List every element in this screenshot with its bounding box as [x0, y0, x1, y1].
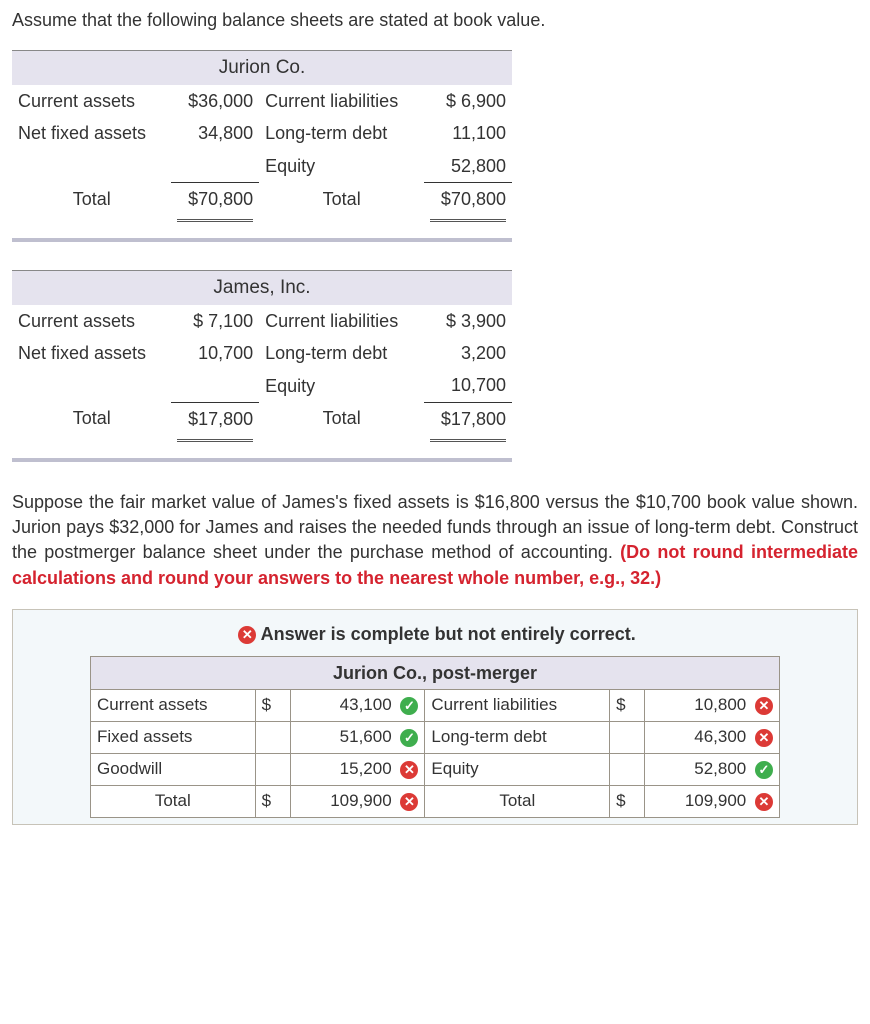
check-icon: ✓ — [755, 761, 773, 779]
row-label: Long-term debt — [259, 337, 424, 369]
currency-symbol: $ — [255, 786, 290, 818]
row-label: Current assets — [12, 85, 171, 117]
row-value: 11,100 — [424, 117, 512, 149]
section-divider — [12, 458, 512, 462]
row-label: Current assets — [12, 305, 171, 337]
balance-sheet-james: James, Inc. Current assets $ 7,100 Curre… — [12, 270, 512, 450]
cross-icon: ✕ — [400, 761, 418, 779]
answer-row-label: Current assets — [91, 690, 256, 722]
currency-symbol — [610, 722, 645, 754]
feedback-text: Answer is complete but not entirely corr… — [261, 624, 636, 644]
row-value: $ 3,900 — [424, 305, 512, 337]
cross-icon: ✕ — [755, 793, 773, 811]
total-value: $70,800 — [171, 182, 259, 215]
answer-row-label: Goodwill — [91, 754, 256, 786]
currency-symbol — [255, 722, 290, 754]
total-label: Total — [12, 402, 171, 435]
answer-row-label: Current liabilities — [425, 690, 610, 722]
check-icon: ✓ — [400, 729, 418, 747]
answer-table: Jurion Co., post-merger Current assets$4… — [90, 656, 780, 818]
total-label: Total — [12, 182, 171, 215]
currency-symbol: $ — [255, 690, 290, 722]
row-value: $36,000 — [171, 85, 259, 117]
currency-symbol: $ — [610, 690, 645, 722]
balance-sheet-jurion: Jurion Co. Current assets $36,000 Curren… — [12, 50, 512, 230]
row-label: Net fixed assets — [12, 117, 171, 149]
row-value: $ 7,100 — [171, 305, 259, 337]
currency-symbol: $ — [610, 786, 645, 818]
row-label: Net fixed assets — [12, 337, 171, 369]
answer-value[interactable]: 51,600 ✓ — [290, 722, 425, 754]
answer-value[interactable]: 109,900 ✕ — [645, 786, 780, 818]
answer-value[interactable]: 10,800 ✕ — [645, 690, 780, 722]
table-title: James, Inc. — [12, 271, 512, 305]
answer-row-label: Equity — [425, 754, 610, 786]
answer-row-label: Long-term debt — [425, 722, 610, 754]
row-value: 10,700 — [171, 337, 259, 369]
row-value: 10,700 — [424, 369, 512, 402]
cross-icon: ✕ — [755, 697, 773, 715]
answer-row-label: Total — [91, 786, 256, 818]
intro-text: Assume that the following balance sheets… — [12, 8, 858, 32]
cross-icon: ✕ — [755, 729, 773, 747]
answer-title: Jurion Co., post-merger — [91, 657, 780, 690]
total-value: $70,800 — [424, 182, 512, 215]
table-title: Jurion Co. — [12, 51, 512, 85]
answer-row-label: Total — [425, 786, 610, 818]
answer-row-label: Fixed assets — [91, 722, 256, 754]
row-value: 3,200 — [424, 337, 512, 369]
total-value: $17,800 — [171, 402, 259, 435]
currency-symbol — [255, 754, 290, 786]
answer-feedback-box: ✕ Answer is complete but not entirely co… — [12, 609, 858, 825]
cross-icon: ✕ — [238, 626, 256, 644]
check-icon: ✓ — [400, 697, 418, 715]
total-value: $17,800 — [424, 402, 512, 435]
total-label: Total — [259, 402, 424, 435]
question-text: Suppose the fair market value of James's… — [12, 490, 858, 591]
row-value: $ 6,900 — [424, 85, 512, 117]
row-label: Equity — [259, 150, 424, 183]
row-label: Current liabilities — [259, 305, 424, 337]
total-label: Total — [259, 182, 424, 215]
cross-icon: ✕ — [400, 793, 418, 811]
answer-value[interactable]: 43,100 ✓ — [290, 690, 425, 722]
row-value: 52,800 — [424, 150, 512, 183]
currency-symbol — [610, 754, 645, 786]
answer-value[interactable]: 109,900 ✕ — [290, 786, 425, 818]
row-value: 34,800 — [171, 117, 259, 149]
row-label: Equity — [259, 369, 424, 402]
answer-value[interactable]: 46,300 ✕ — [645, 722, 780, 754]
row-label: Current liabilities — [259, 85, 424, 117]
answer-value[interactable]: 52,800 ✓ — [645, 754, 780, 786]
row-label: Long-term debt — [259, 117, 424, 149]
answer-value[interactable]: 15,200 ✕ — [290, 754, 425, 786]
section-divider — [12, 238, 512, 242]
